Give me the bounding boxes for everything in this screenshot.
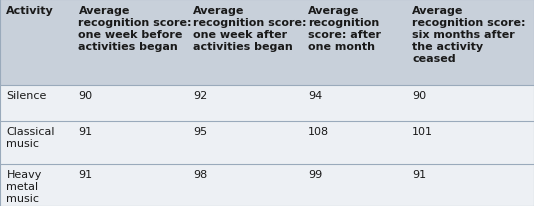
Bar <box>0 122 534 164</box>
Text: 95: 95 <box>193 127 207 137</box>
Bar <box>0 85 534 122</box>
Text: 90: 90 <box>78 91 92 101</box>
Bar <box>0 164 534 206</box>
Text: 91: 91 <box>78 127 92 137</box>
Text: 101: 101 <box>412 127 433 137</box>
Text: 108: 108 <box>308 127 329 137</box>
Text: Average
recognition
score: after
one month: Average recognition score: after one mon… <box>308 6 381 52</box>
Text: 98: 98 <box>193 169 208 179</box>
Bar <box>0 0 534 85</box>
Text: Classical
music: Classical music <box>6 127 55 149</box>
Text: 94: 94 <box>308 91 323 101</box>
Text: 91: 91 <box>412 169 426 179</box>
Text: 99: 99 <box>308 169 323 179</box>
Text: Average
recognition score:
one week before
activities began: Average recognition score: one week befo… <box>78 6 192 52</box>
Text: Average
recognition score:
six months after
the activity
ceased: Average recognition score: six months af… <box>412 6 526 64</box>
Text: 91: 91 <box>78 169 92 179</box>
Text: 90: 90 <box>412 91 426 101</box>
Text: Average
recognition score:
one week after
activities began: Average recognition score: one week afte… <box>193 6 307 52</box>
Text: Silence: Silence <box>6 91 47 101</box>
Text: 92: 92 <box>193 91 208 101</box>
Text: Heavy
metal
music: Heavy metal music <box>6 169 42 203</box>
Text: Activity: Activity <box>6 6 54 16</box>
